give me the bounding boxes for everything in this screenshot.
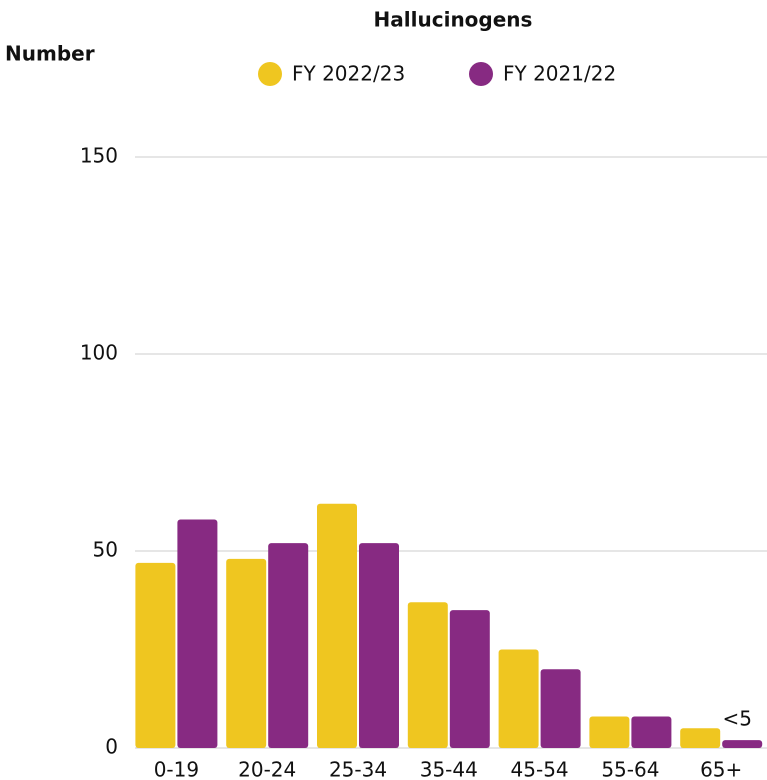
x-tick-label: 55-64 [601, 758, 659, 780]
y-tick-label: 100 [80, 341, 118, 365]
bar [498, 649, 539, 748]
y-axis-label: Number [5, 42, 95, 66]
legend-swatch [258, 62, 282, 86]
y-tick-label: 50 [93, 538, 118, 562]
bar [540, 669, 581, 748]
bar [135, 562, 176, 748]
x-tick-label: 35-44 [420, 758, 478, 780]
legend-label: FY 2021/22 [503, 62, 616, 86]
bar [268, 543, 309, 748]
x-tick-label: 45-54 [511, 758, 569, 780]
y-tick-label: 150 [80, 144, 118, 168]
x-tick-label: 0-19 [154, 758, 199, 780]
bar [359, 543, 399, 748]
bar [680, 728, 721, 748]
legend-swatch [469, 62, 493, 86]
x-tick-label: 20-24 [238, 758, 296, 780]
bar [317, 503, 357, 748]
y-tick-label: 0 [105, 735, 118, 759]
bar [449, 610, 490, 748]
x-tick-label: 65+ [700, 758, 742, 780]
bar [631, 716, 672, 748]
bar [722, 740, 763, 748]
chart-title: Hallucinogens [374, 8, 533, 32]
bar [177, 519, 218, 748]
legend-label: FY 2022/23 [292, 62, 405, 86]
bar [589, 716, 630, 748]
x-tick-label: 25-34 [329, 758, 387, 780]
bar [226, 558, 267, 748]
bar [407, 602, 448, 748]
data-label: <5 [722, 707, 751, 731]
